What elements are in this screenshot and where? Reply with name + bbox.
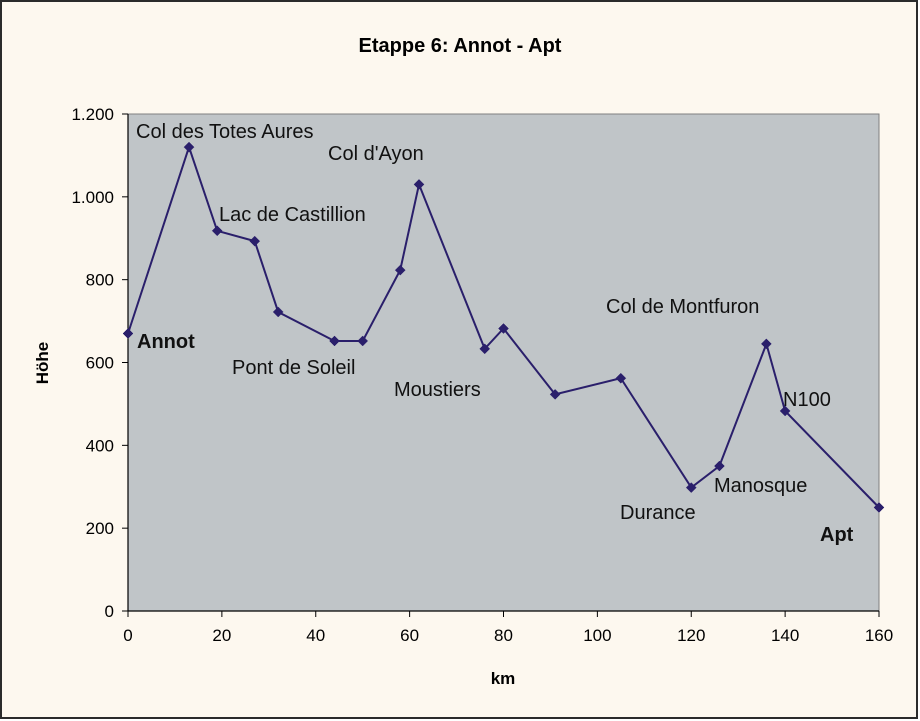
- x-tick-label: 80: [494, 626, 513, 645]
- axes: [122, 113, 880, 617]
- y-tick-label: 1.000: [71, 188, 114, 207]
- data-point: [272, 306, 284, 318]
- data-point: [183, 141, 195, 153]
- annotations: Annot Col des Totes Aures Lac de Castillio…: [136, 121, 854, 546]
- data-point: [873, 502, 885, 513]
- data-point: [615, 372, 627, 384]
- data-point: [498, 323, 509, 334]
- y-tick-label: 400: [86, 436, 114, 455]
- annotation-label: Col de Montfuron: [606, 296, 759, 318]
- data-point: [329, 335, 340, 347]
- y-tick-label: 200: [86, 519, 114, 538]
- data-point: [249, 235, 261, 247]
- annotation-label: Lac de Castillion: [219, 204, 366, 226]
- plot-area: [127, 113, 880, 612]
- annotation-label: Apt: [820, 524, 854, 546]
- x-tick-label: 120: [677, 626, 705, 645]
- data-point: [760, 338, 772, 350]
- annotation-label: Pont de Soleil: [232, 357, 355, 379]
- annotation-label: Manosque: [714, 475, 807, 497]
- annotation-label: N100: [783, 389, 831, 411]
- x-tick-label: 0: [123, 626, 132, 645]
- data-point: [685, 482, 697, 493]
- data-point: [122, 328, 134, 339]
- data-point: [549, 389, 561, 400]
- series-line: [127, 143, 880, 509]
- y-tick-label: 0: [105, 602, 114, 621]
- chart-title: Etappe 6: Annot - Apt: [359, 35, 562, 57]
- data-point: [714, 460, 725, 472]
- annotation-label: Moustiers: [394, 379, 481, 401]
- annotation-label: Col d'Ayon: [328, 143, 424, 165]
- x-tick-label: 20: [212, 626, 231, 645]
- data-point: [479, 343, 491, 355]
- x-tick-label: 100: [583, 626, 611, 645]
- data-point: [779, 405, 791, 417]
- x-tick-label: 40: [306, 626, 325, 645]
- y-tick-label: 1.200: [71, 105, 114, 124]
- data-point: [357, 335, 369, 347]
- annotation-label: Annot: [137, 331, 195, 353]
- x-tick-label: 140: [771, 626, 799, 645]
- series-markers: [122, 141, 885, 513]
- y-tick-label: 800: [86, 271, 114, 290]
- tick-labels: 0 200 400 600 800 1.000 1.200 0 20 40 60 80 100 120 14…: [71, 105, 893, 645]
- y-axis-label: Höhe: [33, 342, 52, 385]
- data-point: [394, 264, 406, 276]
- x-tick-label: 160: [865, 626, 893, 645]
- x-tick-label: 60: [400, 626, 419, 645]
- y-tick-label: 600: [86, 354, 114, 373]
- annotation-label: Durance: [620, 502, 696, 524]
- x-axis-label: km: [491, 669, 516, 688]
- data-point: [211, 225, 223, 237]
- data-point: [413, 179, 425, 190]
- annotation-label: Col des Totes Aures: [136, 121, 314, 143]
